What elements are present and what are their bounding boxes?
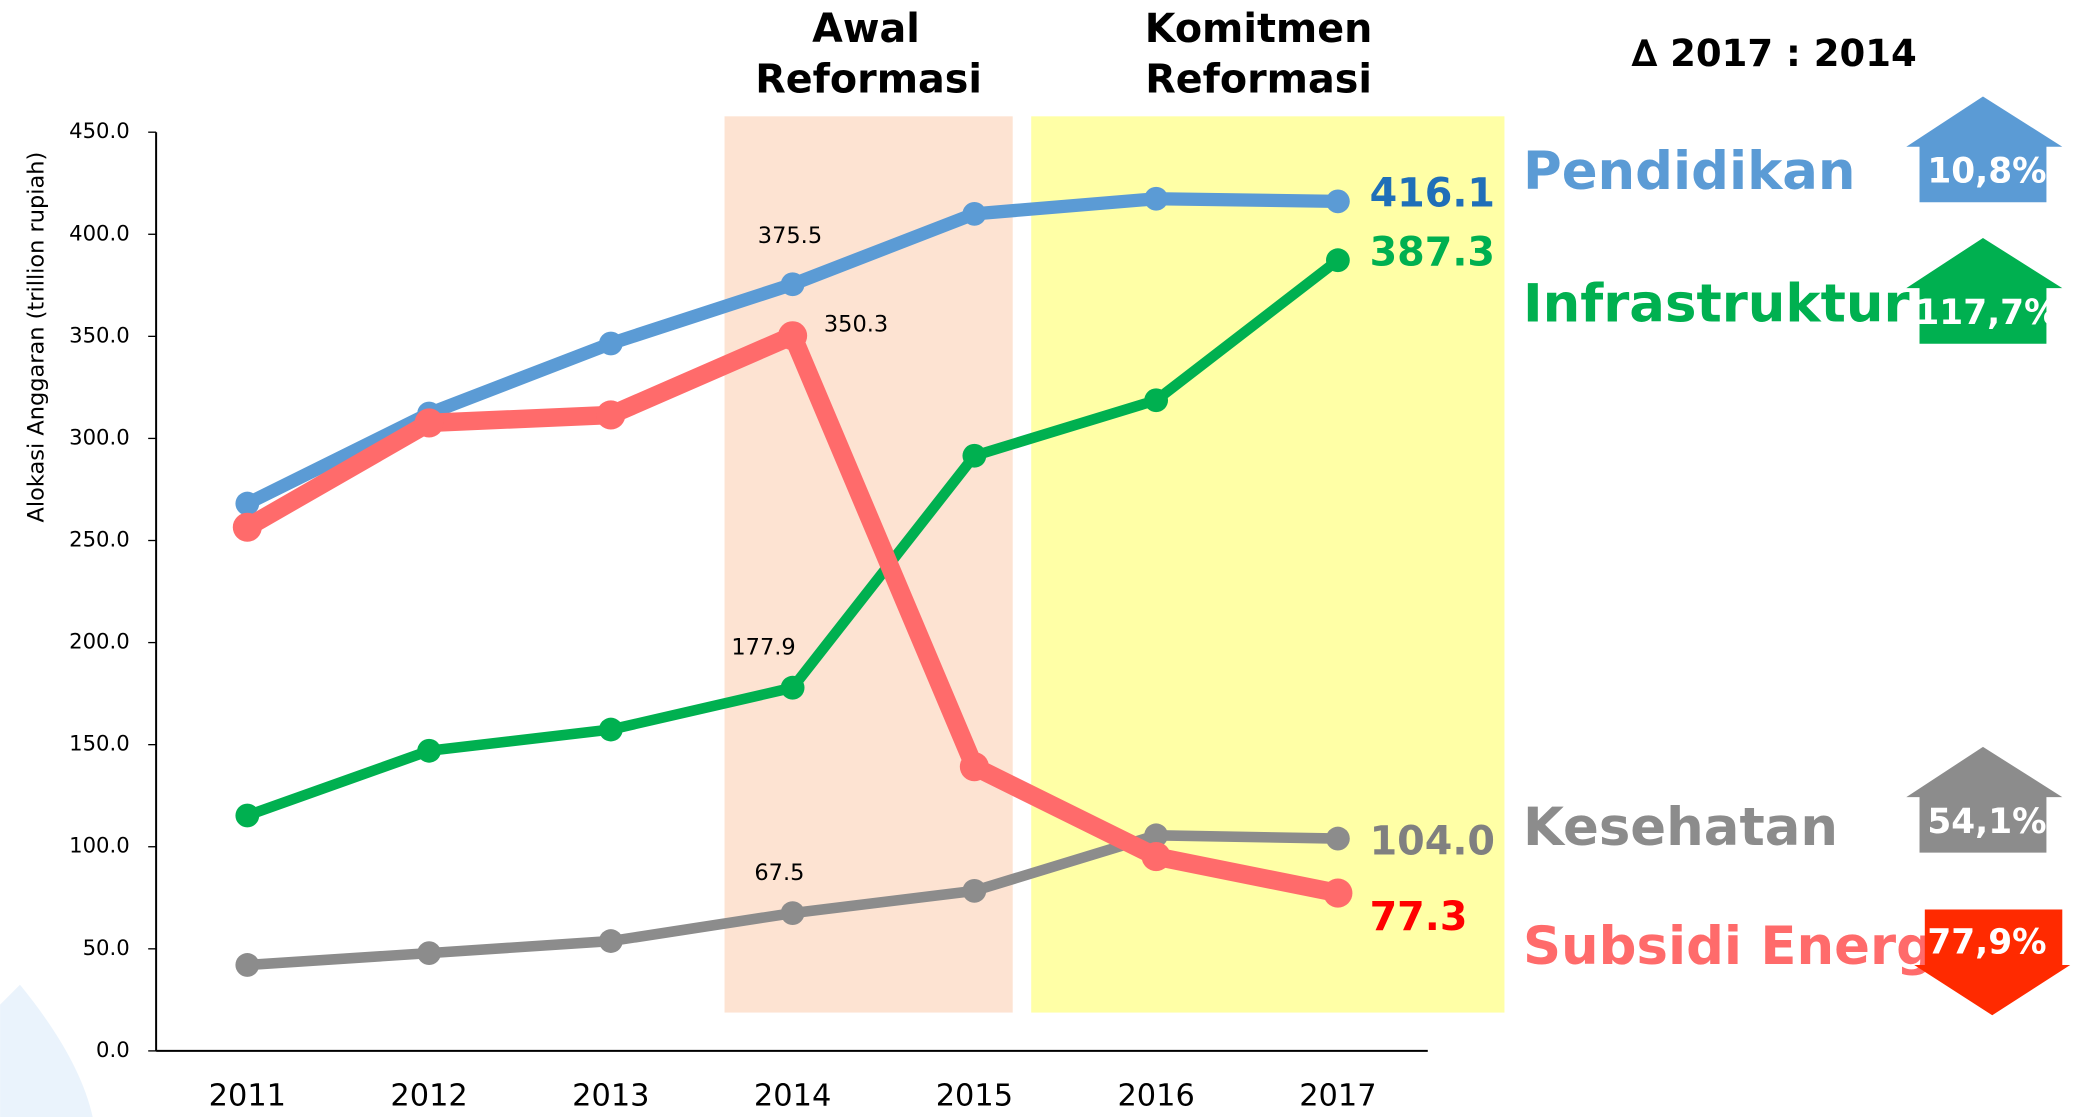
point	[778, 321, 808, 351]
point	[596, 400, 626, 430]
legend-label: Subsidi Energi	[1523, 916, 1952, 977]
change-arrow	[1914, 909, 2071, 1016]
legend-label: Infrastruktur	[1523, 273, 1910, 334]
change-label: 10,8%	[1927, 152, 2046, 192]
point	[780, 272, 805, 297]
y-tick-label: 300.0	[69, 424, 130, 449]
point	[1325, 248, 1350, 273]
y-tick-label: 200.0	[69, 629, 130, 654]
point	[1141, 842, 1171, 872]
change-label: 54,1%	[1927, 802, 2046, 842]
point	[598, 331, 623, 356]
y-tick-label: 150.0	[69, 731, 130, 756]
point	[598, 929, 623, 953]
comparison-title: ∆ 2017 : 2014	[1632, 32, 1917, 75]
y-tick-label: 0.0	[96, 1037, 130, 1062]
point	[1325, 189, 1350, 214]
data-label: 177.9	[731, 635, 795, 661]
end-value-label: 104.0	[1370, 818, 1495, 864]
point	[780, 901, 805, 925]
data-label: 350.3	[824, 312, 888, 338]
point	[1144, 823, 1169, 848]
point	[232, 512, 262, 542]
point	[1144, 388, 1169, 413]
y-tick-label: 400.0	[69, 220, 130, 245]
point	[414, 408, 444, 438]
annotation: Komitmen	[1145, 6, 1373, 52]
point	[235, 491, 260, 516]
x-tick-label: 2017	[1299, 1079, 1376, 1114]
end-value-label: 77.3	[1370, 894, 1468, 940]
change-label: 117,7%	[1915, 293, 2058, 333]
y-tick-label: 350.0	[69, 322, 130, 347]
point	[959, 752, 989, 782]
end-value-label: 416.1	[1370, 171, 1495, 217]
x-tick-label: 2012	[390, 1079, 467, 1114]
y-tick-label: 250.0	[69, 527, 130, 552]
period-band	[1031, 116, 1505, 1013]
data-label: 67.5	[754, 860, 804, 886]
legend-label: Kesehatan	[1523, 797, 1838, 858]
annotation: Awal	[812, 6, 920, 52]
annotation: Reformasi	[1145, 56, 1372, 102]
data-label: 375.5	[758, 223, 822, 249]
point	[962, 878, 987, 903]
point	[598, 717, 623, 742]
point	[235, 953, 260, 977]
point	[962, 443, 987, 468]
x-tick-label: 2015	[936, 1079, 1013, 1114]
point	[1325, 826, 1350, 851]
change-arrow	[1906, 237, 2063, 344]
end-value-label: 387.3	[1370, 229, 1495, 275]
x-tick-label: 2016	[1117, 1079, 1194, 1114]
point	[235, 803, 260, 828]
change-arrow	[1906, 96, 2063, 203]
y-axis-title: Alokasi Anggaran (trillion rupiah)	[24, 152, 50, 523]
change-label: 77,9%	[1927, 922, 2046, 962]
point	[417, 941, 441, 966]
change-arrow	[1906, 746, 2063, 853]
decoration	[0, 984, 93, 1117]
y-tick-label: 50.0	[83, 935, 130, 960]
period-band	[724, 116, 1013, 1013]
point	[1323, 878, 1353, 908]
y-tick-label: 100.0	[69, 833, 130, 858]
point	[780, 675, 805, 700]
x-tick-label: 2013	[572, 1079, 649, 1114]
point	[962, 201, 987, 226]
point	[417, 738, 441, 763]
y-tick-label: 450.0	[69, 118, 130, 143]
annotation: Reformasi	[755, 56, 982, 102]
x-tick-label: 2014	[754, 1079, 831, 1114]
legend-label: Pendidikan	[1523, 141, 1856, 202]
x-tick-label: 2011	[209, 1079, 286, 1114]
point	[1144, 186, 1169, 211]
